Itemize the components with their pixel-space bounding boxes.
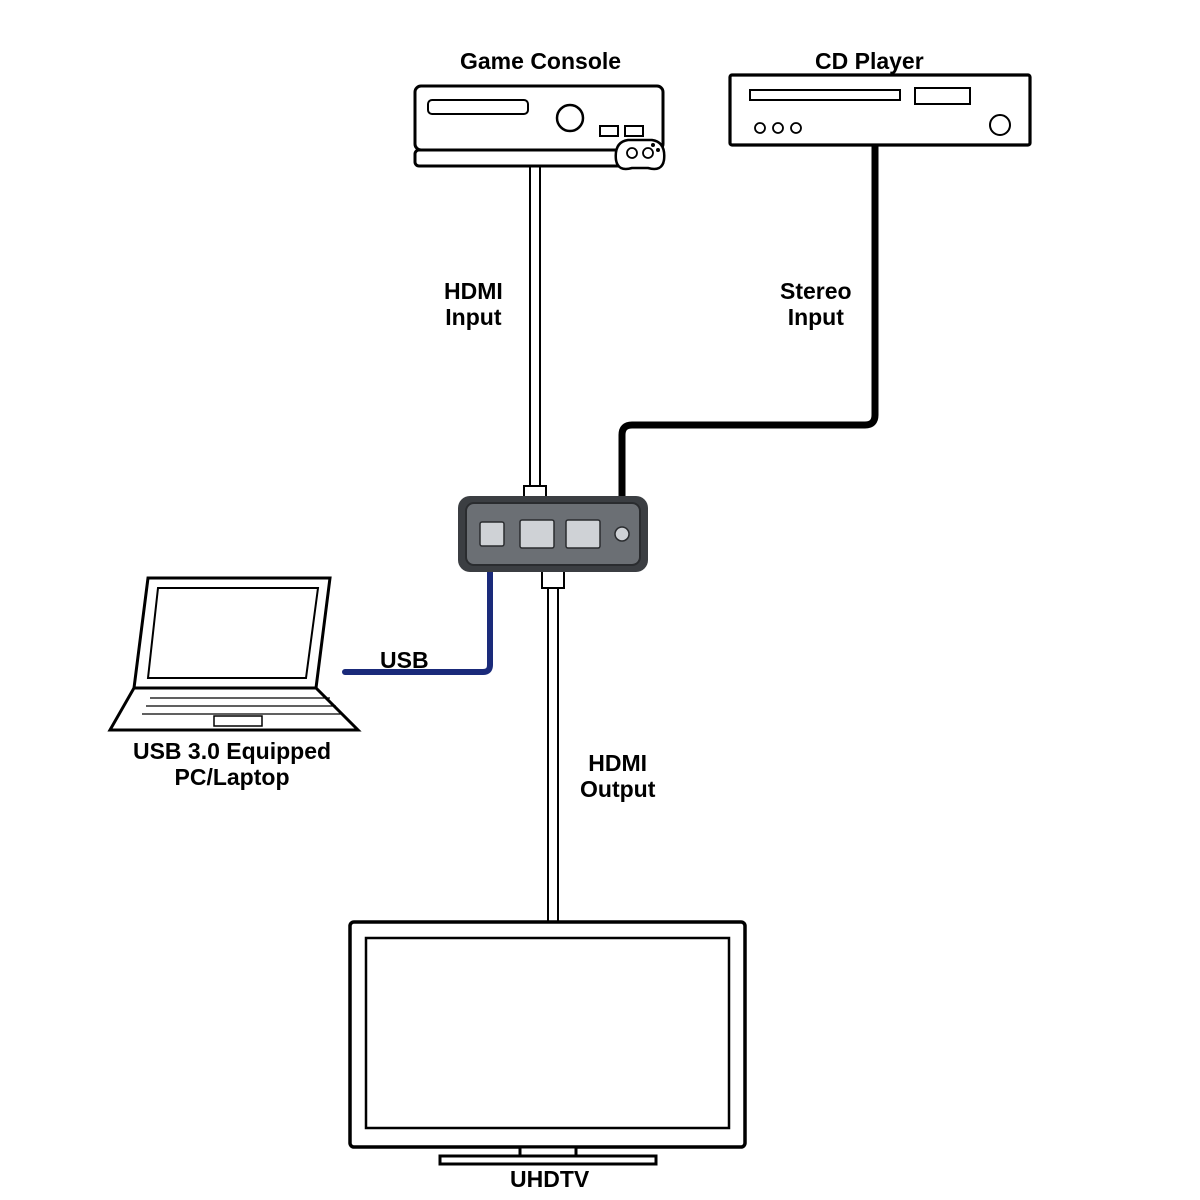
stereo-input-cable bbox=[616, 144, 875, 526]
uhdtv-label: UHDTV bbox=[510, 1166, 589, 1192]
uhdtv-device bbox=[350, 922, 745, 1164]
laptop-device bbox=[110, 578, 358, 730]
connection-diagram bbox=[0, 0, 1200, 1200]
game-console-label: Game Console bbox=[460, 48, 621, 74]
capture-box-device bbox=[458, 496, 648, 572]
hdmi-output-cable bbox=[542, 550, 564, 922]
hdmi-output-label: HDMI Output bbox=[580, 750, 655, 803]
usb-label: USB bbox=[380, 647, 429, 673]
cd-player-label: CD Player bbox=[815, 48, 924, 74]
cd-player-device bbox=[730, 75, 1030, 145]
hdmi-input-cable bbox=[524, 165, 546, 524]
laptop-label: USB 3.0 Equipped PC/Laptop bbox=[112, 738, 352, 791]
game-console-device bbox=[415, 86, 664, 169]
hdmi-input-label: HDMI Input bbox=[444, 278, 503, 331]
stereo-input-label: Stereo Input bbox=[780, 278, 852, 331]
